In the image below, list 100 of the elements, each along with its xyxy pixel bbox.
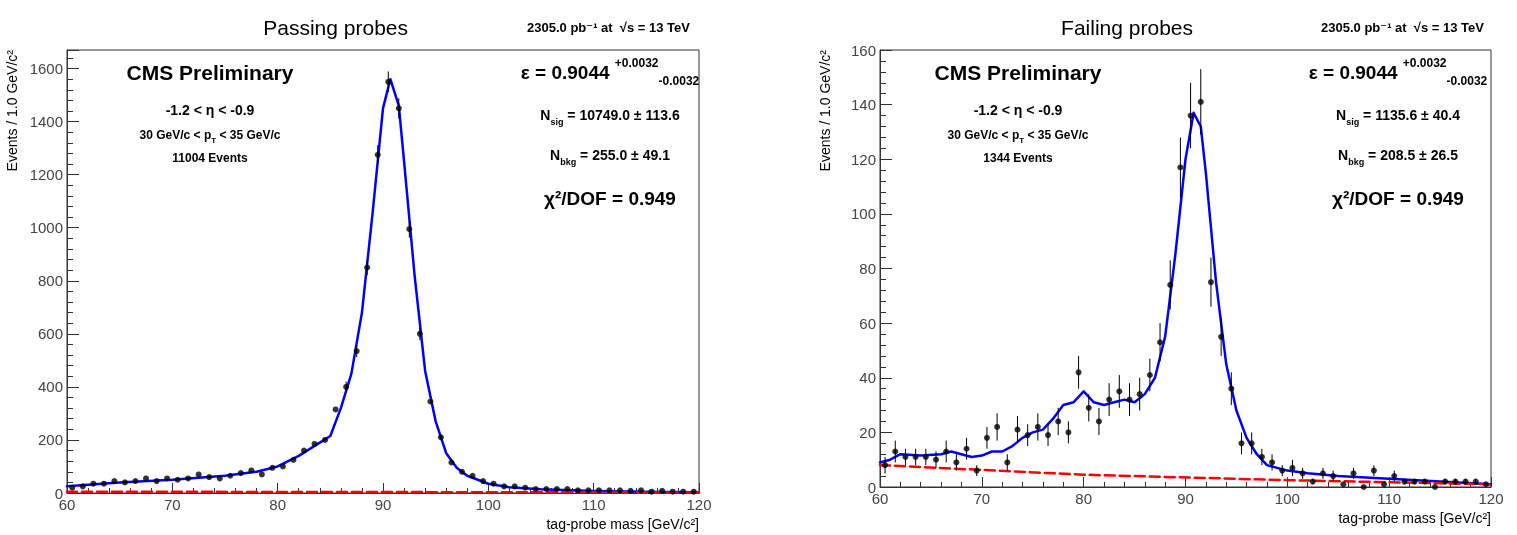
annotation: -1.2 < η < -0.9 <box>973 102 1063 118</box>
point <box>1075 369 1082 376</box>
point <box>659 487 666 494</box>
x-axis-title: tag-probe mass [GeV/c²] <box>546 516 699 533</box>
point <box>1218 333 1225 340</box>
y-tick-label: 60 <box>859 314 876 332</box>
point <box>185 475 192 482</box>
point <box>227 472 234 479</box>
y-tick-label: 1400 <box>29 113 63 131</box>
x-tick-label: 120 <box>686 496 712 513</box>
annotation: ε = 0.9044 +0.0032-0.0032 <box>1308 55 1488 89</box>
point <box>1340 481 1347 488</box>
point <box>290 456 297 463</box>
point <box>963 445 970 452</box>
y-tick-label: 40 <box>859 369 876 387</box>
point <box>1248 440 1255 447</box>
chart-title: Failing probes <box>1061 16 1193 40</box>
point <box>522 484 529 491</box>
point <box>174 476 181 483</box>
point <box>164 475 171 482</box>
point <box>564 486 571 493</box>
point <box>1055 418 1062 425</box>
point <box>669 488 676 495</box>
y-tick-label: 100 <box>850 205 876 223</box>
point <box>90 480 97 487</box>
point <box>1106 396 1113 403</box>
point <box>437 434 444 441</box>
y-axis-title: Events / 1.0 GeV/c² <box>816 49 833 172</box>
y-tick-label: 80 <box>859 260 876 277</box>
point <box>1045 432 1052 439</box>
y-tick-label: 160 <box>850 41 876 59</box>
point <box>1065 429 1072 436</box>
point <box>311 440 318 447</box>
point <box>279 463 286 470</box>
point <box>364 264 371 271</box>
point <box>1228 385 1235 392</box>
annotation: 1344 Events <box>983 151 1054 165</box>
point <box>258 471 265 478</box>
annotation: χ²/DOF = 0.949 <box>544 187 676 209</box>
point <box>912 453 919 460</box>
point <box>111 478 118 485</box>
point <box>943 448 950 455</box>
annotation: CMS Preliminary <box>934 60 1102 84</box>
point <box>1360 484 1367 490</box>
annotation: 11004 Events <box>172 151 249 165</box>
point <box>1126 396 1133 403</box>
point <box>153 478 160 485</box>
x-tick-label: 100 <box>1274 490 1300 507</box>
point <box>953 459 960 466</box>
point <box>406 226 413 233</box>
point <box>353 348 360 355</box>
point <box>374 151 381 158</box>
point <box>1157 339 1164 346</box>
point <box>1269 459 1276 466</box>
x-tick-label: 110 <box>581 496 606 513</box>
y-tick-label: 1600 <box>29 60 63 78</box>
x-tick-label: 120 <box>1478 490 1504 507</box>
point <box>638 487 645 494</box>
point <box>301 447 307 454</box>
point <box>922 453 929 460</box>
x-tick-label: 90 <box>1177 490 1194 507</box>
annotation: CMS Preliminary <box>126 60 294 84</box>
point <box>1187 112 1194 119</box>
point <box>617 487 623 494</box>
point <box>983 434 990 441</box>
point <box>1146 372 1153 379</box>
point <box>79 483 86 490</box>
point <box>490 480 497 487</box>
y-tick-label: 120 <box>850 150 876 168</box>
point <box>237 470 244 477</box>
point <box>902 453 909 460</box>
point <box>385 78 392 85</box>
x-tick-label: 80 <box>269 496 287 513</box>
point <box>427 398 434 405</box>
point <box>195 471 202 478</box>
point <box>1034 423 1041 430</box>
point <box>680 488 687 495</box>
point <box>448 459 455 466</box>
point <box>216 475 223 482</box>
point <box>511 483 518 490</box>
point <box>543 486 550 493</box>
point <box>574 487 581 494</box>
point <box>1095 418 1102 425</box>
x-axis-title: tag-probe mass [GeV/c²] <box>1338 510 1491 527</box>
point <box>143 475 149 482</box>
y-axis-title: Events / 1.0 GeV/c² <box>3 49 20 172</box>
point <box>1177 164 1184 171</box>
point <box>1207 279 1214 286</box>
x-tick-label: 100 <box>475 496 501 513</box>
point <box>1024 432 1031 439</box>
y-tick-label: 140 <box>850 96 876 114</box>
annotation: χ²/DOF = 0.949 <box>1332 187 1464 209</box>
chart-subtitle: 2305.0 pb⁻¹ at √s = 13 TeV <box>527 19 691 35</box>
y-tick-label: 1000 <box>29 219 63 237</box>
point <box>269 464 276 471</box>
x-tick-label: 90 <box>374 496 392 513</box>
point <box>690 488 697 495</box>
point <box>206 474 213 481</box>
point <box>532 486 539 493</box>
point <box>1482 481 1489 488</box>
